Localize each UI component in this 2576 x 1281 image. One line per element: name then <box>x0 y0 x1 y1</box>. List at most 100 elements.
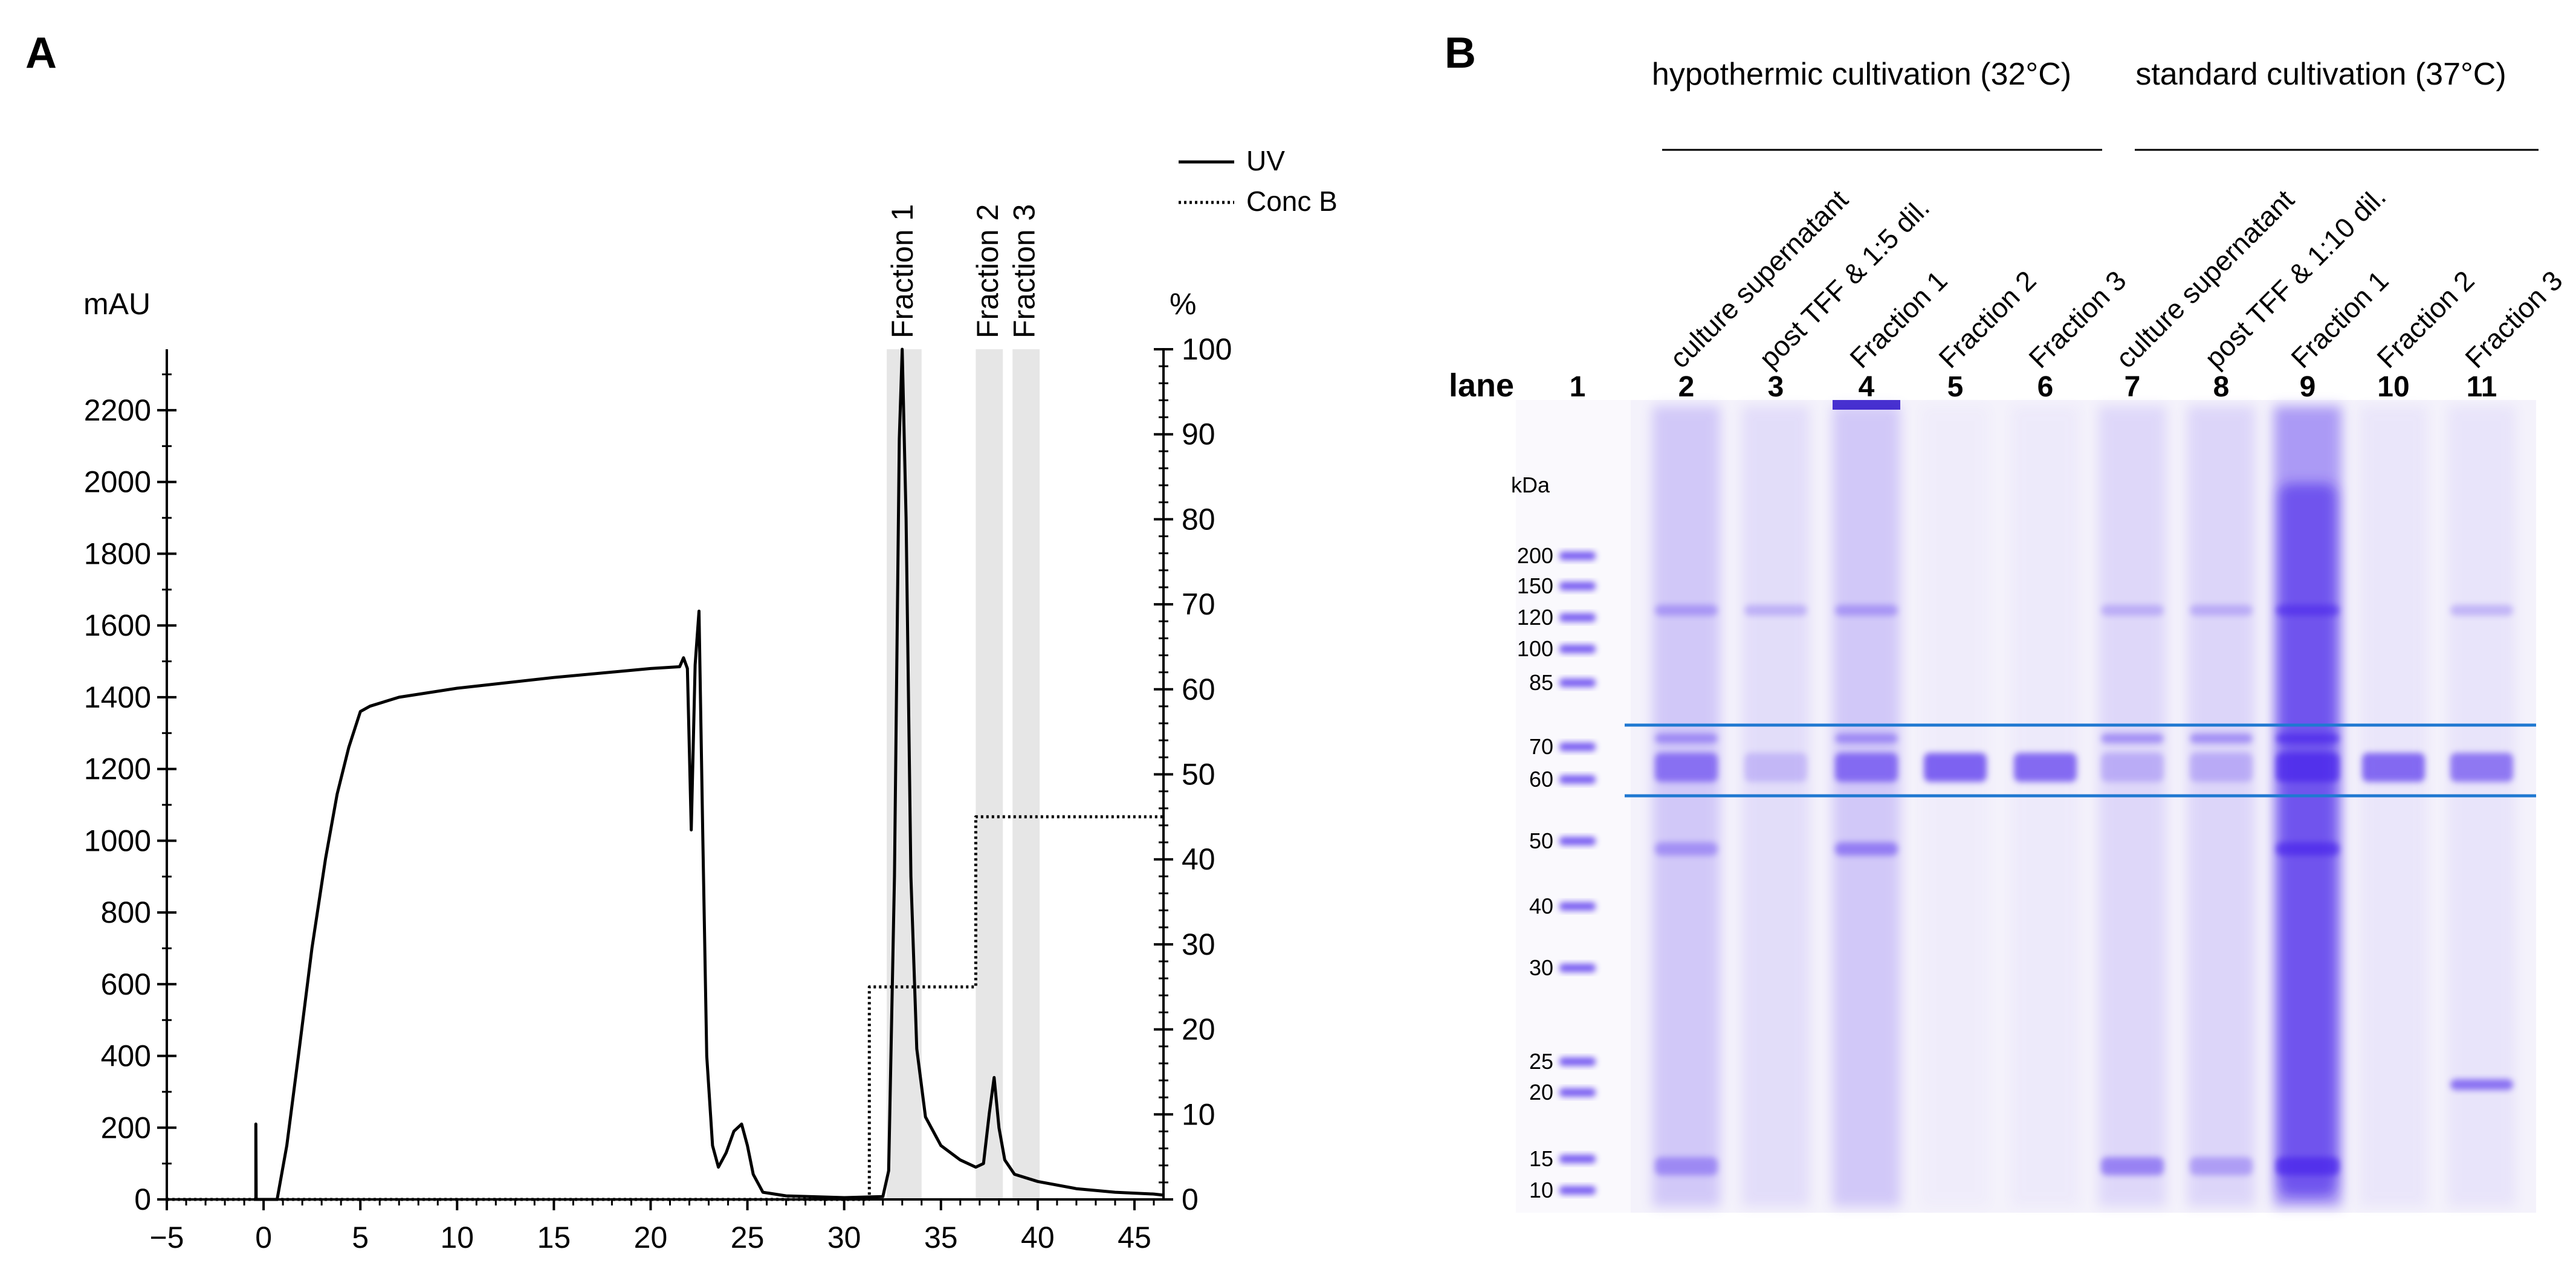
gel-band <box>1744 605 1807 616</box>
gel-band <box>1655 734 1718 743</box>
lane-number: 1 <box>1570 371 1586 403</box>
x-tick-label: 30 <box>827 1221 861 1254</box>
y-left-unit: mAU <box>83 287 150 321</box>
gel-bands <box>1559 400 2513 1196</box>
lane-number: 2 <box>1678 371 1695 403</box>
y-tick-label: 0 <box>134 1183 151 1216</box>
gel-lane-1-area <box>1516 400 1631 1213</box>
gel-band <box>1835 605 1898 616</box>
chart-legend: UV Conc B <box>1179 145 1338 217</box>
kda-label: 15 <box>1529 1146 1553 1171</box>
lane-header: lane <box>1449 367 1514 404</box>
target-band <box>2101 753 2164 782</box>
kda-label: 200 <box>1517 543 1553 568</box>
fraction-label: Fraction 3 <box>1008 204 1041 338</box>
y2-tick-label: 20 <box>1182 1013 1215 1047</box>
uv-line <box>254 347 1164 1201</box>
kda-label: 85 <box>1529 670 1553 695</box>
x-tick-label: 15 <box>537 1221 571 1254</box>
panel-a-label: A <box>25 29 57 77</box>
y-tick-label: 800 <box>101 895 151 929</box>
fraction-band <box>1012 349 1040 1199</box>
y2-tick-label: 10 <box>1182 1097 1215 1131</box>
y-tick-label: 200 <box>101 1111 151 1144</box>
y2-tick-label: 80 <box>1182 502 1215 536</box>
gel-band <box>2101 605 2164 616</box>
gel-band <box>2190 605 2253 616</box>
ladder-band <box>1559 552 1596 560</box>
target-band <box>1924 753 1987 782</box>
y2-tick-label: 40 <box>1182 842 1215 876</box>
gel-band <box>2450 1079 2513 1090</box>
lane-label: post TFF & 1:5 dil. <box>1753 192 1935 374</box>
target-band <box>1835 753 1898 782</box>
kda-label: 60 <box>1529 767 1553 792</box>
y2-tick-label: 100 <box>1182 332 1232 366</box>
kda-label: 50 <box>1529 828 1553 853</box>
ladder-band <box>1559 1155 1596 1163</box>
gel-band <box>1835 734 1898 743</box>
kda-label: 10 <box>1529 1178 1553 1202</box>
lane-label: Fraction 2 <box>1932 265 2042 374</box>
x-tick-label: −5 <box>149 1221 184 1254</box>
gel-lane-smear <box>1742 406 1810 1207</box>
y-tick-label: 600 <box>101 967 151 1001</box>
gel-band <box>2101 1157 2164 1175</box>
target-band <box>1655 753 1718 782</box>
y2-tick-label: 0 <box>1182 1183 1199 1216</box>
kda-labels: 200 150 120 100 85 70 60 50 40 30 25 20 15 10 <box>1517 543 1553 1202</box>
gel-lane-smear <box>2099 406 2166 1207</box>
y2-tick-label: 60 <box>1182 673 1215 706</box>
fraction-label: Fraction 2 <box>971 204 1005 338</box>
well-top <box>1833 400 1900 410</box>
lane-numbers: 1 2 3 4 5 6 7 8 9 10 11 <box>1570 371 2497 403</box>
lane-number: 9 <box>2300 371 2316 403</box>
y-tick-label: 2000 <box>84 465 151 499</box>
gel-panel: B hypothermic cultivation (32°C) standar… <box>1445 29 2569 1213</box>
heavy-lane-core <box>2279 483 2337 1196</box>
ladder-band <box>1559 902 1596 911</box>
gel-lane-smear <box>1833 406 1900 1207</box>
gel-band <box>1655 605 1718 616</box>
y2-tick-label: 50 <box>1182 758 1215 792</box>
ladder-band <box>1559 1088 1596 1097</box>
legend-uv-label: UV <box>1246 145 1285 176</box>
group-2-header: standard cultivation (37°C) <box>2135 57 2506 92</box>
kda-label: 100 <box>1517 636 1553 661</box>
x-tick-label: 40 <box>1021 1221 1055 1254</box>
ladder-band <box>1559 964 1596 972</box>
y-tick-label: 1400 <box>84 680 151 714</box>
lane-label: Fraction 3 <box>2459 265 2568 374</box>
kda-label: 40 <box>1529 894 1553 918</box>
target-band <box>2190 753 2253 782</box>
lane-number: 5 <box>1947 371 1964 403</box>
gel-band <box>2190 1157 2253 1175</box>
lane-number: 8 <box>2213 371 2230 403</box>
group-1-header: hypothermic cultivation (32°C) <box>1652 57 2071 92</box>
y2-tick-label: 90 <box>1182 418 1215 451</box>
ladder-band <box>1559 743 1596 751</box>
gel-band <box>2190 734 2253 743</box>
y-tick-label: 2200 <box>84 393 151 427</box>
kda-label: 30 <box>1529 955 1553 980</box>
gel-band <box>2450 605 2513 616</box>
chromatogram-panel: A −5 0 5 10 15 20 25 30 35 40 45 02004006008001000… <box>25 29 1338 1254</box>
fraction-band <box>976 349 1003 1199</box>
x-tick-label: 20 <box>634 1221 668 1254</box>
y-tick-label: 1600 <box>84 608 151 642</box>
y-right-unit: % <box>1170 287 1196 321</box>
legend-concb-label: Conc B <box>1246 186 1338 217</box>
ladder-band <box>1559 1186 1596 1195</box>
x-tick-label: 0 <box>255 1221 272 1254</box>
concb-line <box>167 815 1163 1201</box>
gel-lanes <box>1652 406 2516 1207</box>
gel-lane-smear <box>1652 406 1720 1207</box>
gel-band <box>1835 842 1898 856</box>
kda-label: 150 <box>1517 573 1553 598</box>
x-tick-label: 5 <box>352 1221 369 1254</box>
ladder-band <box>1559 645 1596 653</box>
y2-tick-label: 70 <box>1182 587 1215 621</box>
lane-number: 4 <box>1859 371 1875 403</box>
gel-lane-smear <box>2011 406 2079 1207</box>
y-tick-label: 400 <box>101 1039 151 1073</box>
